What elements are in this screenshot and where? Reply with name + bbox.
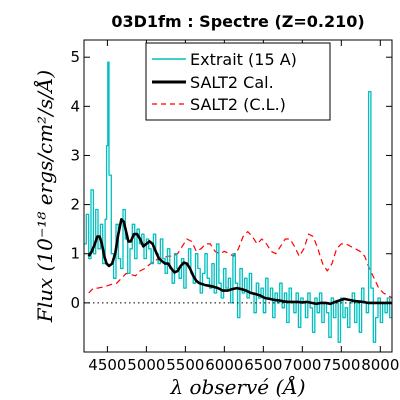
x-tick-label: 5500 <box>166 356 204 374</box>
y-tick-label: 0 <box>70 294 80 312</box>
ticks-layer: 4500 5000 5500 6000 6500 7000 7500 8000 0 1 2 3 4 5 <box>70 40 399 374</box>
y-axis-label: Flux (10⁻¹⁸ ergs/cm²/s/Å) <box>32 70 57 323</box>
series-line-1 <box>87 218 392 306</box>
x-tick-label: 7000 <box>283 356 321 374</box>
y-tick-label: 5 <box>70 48 80 66</box>
legend: Extrait (15 A) SALT2 Cal. SALT2 (C.L.) <box>145 42 331 121</box>
legend-label-extrait: Extrait (15 A) <box>190 50 297 69</box>
x-axis-label: λ observé (Å) <box>169 374 305 399</box>
series-layer <box>84 61 392 343</box>
x-tick-label: 5000 <box>127 356 165 374</box>
series-line-2 <box>88 231 392 299</box>
x-tick-label: 7500 <box>322 356 360 374</box>
legend-label-salt2-cl: SALT2 (C.L.) <box>190 95 286 114</box>
y-tick-label: 4 <box>70 97 80 115</box>
x-tick-label: 6000 <box>205 356 243 374</box>
plot-frame <box>83 39 393 353</box>
x-tick-label: 4500 <box>88 356 126 374</box>
x-tick-label: 8000 <box>361 356 399 374</box>
y-tick-label: 2 <box>70 196 80 214</box>
chart-title: 03D1fm : Spectre (Z=0.210) <box>111 12 364 31</box>
y-tick-label: 1 <box>70 245 80 263</box>
y-tick-label: 3 <box>70 146 80 164</box>
series-line-0 <box>84 61 392 343</box>
legend-label-salt2-cal: SALT2 Cal. <box>190 73 274 92</box>
x-tick-label: 6500 <box>244 356 282 374</box>
